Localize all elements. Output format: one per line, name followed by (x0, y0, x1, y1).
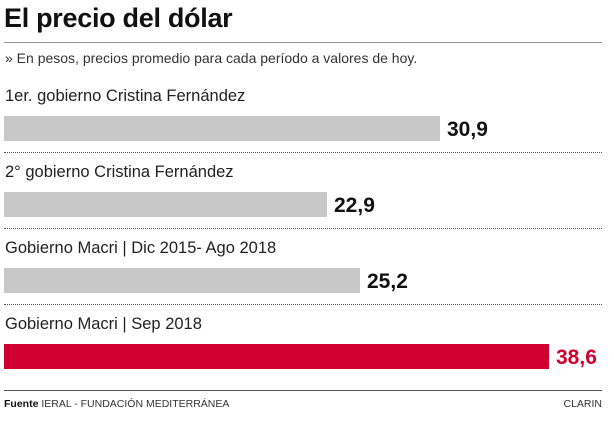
chart-title: El precio del dólar (4, 3, 233, 33)
bar (4, 192, 327, 217)
source-note: Fuente IERAL - FUNDACIÓN MEDITERRÁNEA (4, 398, 229, 410)
category-label: Gobierno Macri | Dic 2015- Ago 2018 (5, 239, 277, 257)
value-label: 38,6 (556, 346, 597, 369)
row-divider (4, 304, 602, 305)
category-label: 2° gobierno Cristina Fernández (5, 163, 234, 181)
bar (4, 344, 549, 369)
row-divider (4, 228, 602, 229)
value-label: 30,9 (447, 118, 488, 141)
title-rule (4, 42, 602, 43)
category-label: 1er. gobierno Cristina Fernández (5, 87, 246, 105)
footer-rule (4, 390, 602, 391)
source-label: Fuente (4, 398, 39, 410)
brand-credit: CLARIN (563, 398, 602, 410)
value-label: 25,2 (367, 270, 408, 293)
bar (4, 268, 360, 293)
row-divider (4, 152, 602, 153)
source-text: IERAL - FUNDACIÓN MEDITERRÁNEA (41, 398, 230, 410)
bar (4, 116, 440, 141)
value-label: 22,9 (334, 194, 375, 217)
chart-subtitle: » En pesos, precios promedio para cada p… (5, 50, 418, 66)
category-label: Gobierno Macri | Sep 2018 (5, 315, 202, 333)
